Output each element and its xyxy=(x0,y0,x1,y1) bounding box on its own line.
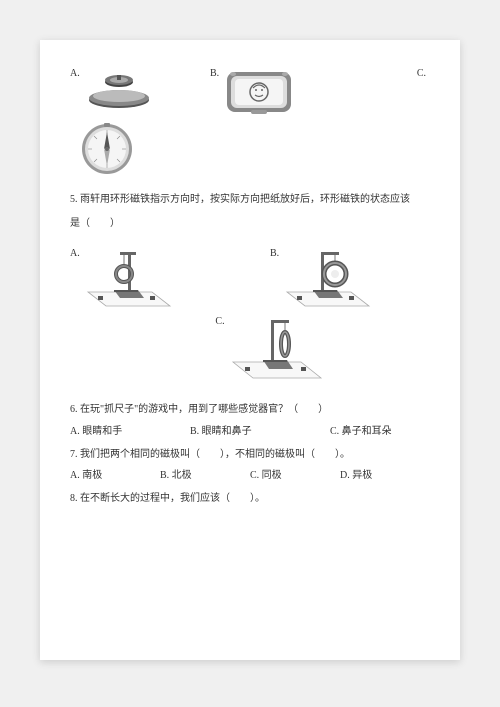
q7-opt-b: B. 北极 xyxy=(160,466,250,481)
q5-option-b: B. xyxy=(270,248,373,310)
q7-options: A. 南极 B. 北极 C. 同极 D. 异极 xyxy=(70,466,430,481)
q6-opt-b: B. 眼睛和鼻子 xyxy=(190,422,330,437)
q4-b-label: B. xyxy=(210,68,219,79)
q5-c-image xyxy=(229,316,325,382)
page: A. B. xyxy=(40,40,460,660)
q8-text: 8. 在不断长大的过程中，我们应该（ ）。 xyxy=(70,489,430,504)
q5-text-line2: 是（ ） xyxy=(70,214,430,234)
q5-a-label: A. xyxy=(70,248,80,259)
q4-second-row xyxy=(70,122,430,176)
q6-opt-c: C. 鼻子和耳朵 xyxy=(330,422,392,437)
q7-opt-a: A. 南极 xyxy=(70,466,160,481)
q4-compass-image xyxy=(80,122,134,176)
q7-opt-d: D. 异极 xyxy=(340,466,430,481)
q4-options-row: A. B. xyxy=(70,68,430,116)
q5-option-a: A. xyxy=(70,248,270,310)
q5-options-row2: C. xyxy=(70,316,430,382)
q5-b-image xyxy=(283,248,373,310)
q5-c-label: C. xyxy=(215,316,224,327)
q4-b-image xyxy=(223,68,295,116)
q6-options: A. 眼睛和手 B. 眼睛和鼻子 C. 鼻子和耳朵 xyxy=(70,422,430,437)
q5-option-c: C. xyxy=(215,316,324,382)
q4-c-label: C. xyxy=(417,68,426,79)
q5-options-row1: A. xyxy=(70,248,430,310)
q4-a-image xyxy=(84,68,154,110)
q4-option-b: B. xyxy=(210,68,360,116)
q5-b-label: B. xyxy=(270,248,279,259)
q6-opt-a: A. 眼睛和手 xyxy=(70,422,190,437)
q5-text-line1: 5. 雨轩用环形磁铁指示方向时，按实际方向把纸放好后，环形磁铁的状态应该 xyxy=(70,190,430,210)
q4-a-label: A. xyxy=(70,68,80,79)
q4-option-a: A. xyxy=(70,68,210,110)
q7-opt-c: C. 同极 xyxy=(250,466,340,481)
q6-text: 6. 在玩"抓尺子"的游戏中，用到了哪些感觉器官？（ ） xyxy=(70,400,430,420)
q7-text: 7. 我们把两个相同的磁极叫（ ），不相同的磁极叫（ ）。 xyxy=(70,445,430,460)
q5-a-image xyxy=(84,248,174,310)
